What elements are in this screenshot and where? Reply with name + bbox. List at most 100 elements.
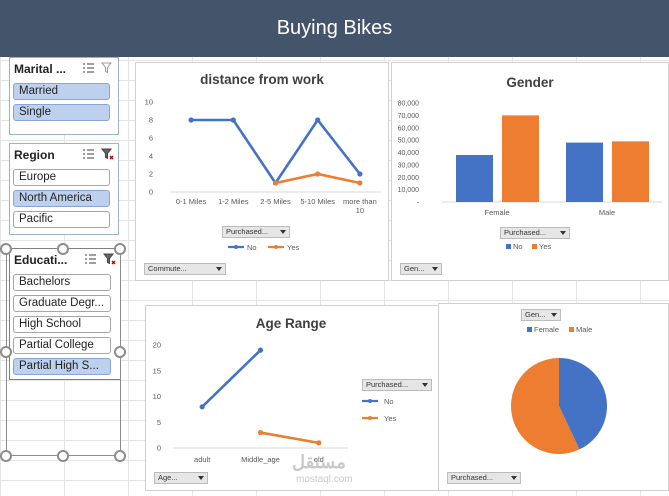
slicer-title: Educati... (14, 253, 68, 267)
slicer-header: Region (10, 144, 118, 166)
y-tick-label: 5 (157, 418, 161, 427)
resize-handle[interactable] (57, 450, 69, 462)
slicer-item-list: Bachelors Graduate Degr... High School Part… (10, 274, 120, 375)
x-tick-label: Middle_age (241, 455, 280, 464)
commute-field-button[interactable]: Commute... (144, 263, 226, 275)
selection-frame (6, 248, 121, 456)
x-tick-label: 0-1 Miles (176, 197, 207, 206)
slicer-header: Marital ... (10, 58, 118, 80)
multi-select-icon[interactable] (82, 148, 95, 160)
y-tick-label: 15 (153, 366, 161, 375)
clear-filter-icon[interactable] (101, 62, 114, 74)
slicer-item-region[interactable]: North America (13, 190, 110, 207)
data-point (230, 117, 236, 123)
purchased-filter-button[interactable]: Purchased... (500, 227, 570, 239)
purchased-filter-button[interactable]: Purchased... (362, 379, 432, 391)
bar-yes (502, 115, 539, 202)
x-tick-label: 5-10 Miles (300, 197, 335, 206)
data-point (315, 117, 321, 123)
y-tick-label: 6 (149, 134, 153, 143)
legend-label: Yes (539, 242, 551, 251)
legend-swatch (527, 327, 532, 332)
legend-marker (368, 399, 372, 403)
slicer-header: Educati... (10, 249, 120, 271)
multi-select-icon[interactable] (84, 253, 97, 265)
slicer-item-education[interactable]: Partial High S... (13, 358, 111, 375)
x-tick-label: more than (343, 197, 377, 206)
series-line-no (201, 349, 262, 408)
purchased-filter-button[interactable]: Purchased... (222, 226, 290, 238)
data-point (188, 117, 194, 123)
y-tick-label: 4 (149, 152, 153, 161)
slicer-title: Marital ... (14, 62, 67, 76)
multi-select-icon[interactable] (82, 62, 95, 74)
data-point (272, 180, 279, 186)
slicer-item-list: Europe North America Pacific (10, 169, 118, 228)
chart-plot-area: - 10,000 20,000 30,000 40,000 50,000 60,000 70,… (398, 101, 662, 251)
slicer-item-education[interactable]: Graduate Degr... (13, 295, 111, 312)
legend-marker (368, 416, 372, 420)
legend-marker (274, 245, 278, 249)
clear-filter-icon[interactable] (101, 148, 114, 160)
gender-field-button[interactable]: Gen... (521, 309, 561, 321)
slicer-item-marital[interactable]: Single (13, 104, 110, 121)
legend-label: No (513, 242, 523, 251)
data-point (257, 347, 264, 353)
slicer-item-marital[interactable]: Married (13, 83, 110, 100)
resize-handle[interactable] (0, 243, 12, 255)
chart-age-range[interactable]: Age Range 0 5 10 15 20 adult Middle_age old No Ye… (145, 305, 439, 491)
series-line-no (191, 117, 361, 186)
chart-distance-from-work[interactable]: distance from work 0 2 4 6 8 10 0-1 Miles 1-2 M… (135, 62, 389, 281)
data-point (199, 404, 205, 410)
clear-filter-icon[interactable] (103, 253, 116, 265)
y-tick-label: 10 (145, 98, 153, 107)
chart-title: Age Range (255, 316, 327, 331)
pie-slice-female (559, 358, 607, 450)
purchased-field-button[interactable]: Purchased... (447, 472, 521, 484)
bar-no (566, 142, 603, 202)
y-tick-label: 10 (153, 392, 161, 401)
y-tick-label: 40,000 (398, 150, 420, 157)
data-point (257, 429, 264, 436)
y-tick-label: - (417, 200, 420, 207)
legend-swatch (532, 244, 537, 249)
chart-gender[interactable]: Gender - 10,000 20,000 30,000 40,000 50,000 60… (391, 62, 669, 281)
chart-plot-area: 0 2 4 6 8 10 0-1 Miles 1-2 Miles 2-5 Miles 5-10 M… (145, 98, 381, 252)
chart-gender-pie[interactable]: Female Male Gen... Purchased... (438, 303, 669, 491)
data-point (357, 171, 363, 177)
legend-label: Yes (384, 414, 396, 423)
resize-handle[interactable] (114, 346, 126, 358)
y-tick-label: 0 (149, 188, 153, 197)
resize-handle[interactable] (0, 346, 12, 358)
y-tick-label: 80,000 (398, 101, 420, 108)
legend-label: Female (534, 325, 559, 334)
data-point (357, 180, 363, 186)
slicer-item-region[interactable]: Pacific (13, 211, 110, 228)
resize-handle[interactable] (114, 450, 126, 462)
legend-label: No (384, 397, 394, 406)
legend-label: No (247, 243, 257, 252)
watermark-logo: مستقل (292, 452, 346, 472)
slicer-region[interactable]: Region Europe North America Pacific (9, 143, 119, 235)
slicer-item-list: Married Single (10, 83, 118, 121)
y-tick-label: 0 (157, 444, 161, 453)
slicer-item-education[interactable]: Partial College (13, 337, 111, 354)
slicer-item-education[interactable]: High School (13, 316, 111, 333)
chart-title: Gender (506, 75, 554, 90)
resize-handle[interactable] (57, 243, 69, 255)
age-field-button[interactable]: Age... (154, 472, 208, 484)
chart-plot-area: Female Male (511, 325, 607, 454)
x-tick-label: adult (194, 455, 211, 464)
slicer-item-region[interactable]: Europe (13, 169, 110, 186)
banner-title: Buying Bikes (276, 17, 393, 39)
slicer-marital-status[interactable]: Marital ... Married Single (9, 57, 119, 135)
gender-field-button[interactable]: Gen... (400, 263, 442, 275)
x-tick-label: Female (484, 208, 509, 217)
resize-handle[interactable] (0, 450, 12, 462)
resize-handle[interactable] (114, 243, 126, 255)
legend-swatch (569, 327, 574, 332)
slicer-item-education[interactable]: Bachelors (13, 274, 111, 291)
slicer-education[interactable]: Educati... Bachelors Graduate Degr... High… (9, 248, 121, 380)
y-tick-label: 2 (149, 170, 153, 179)
x-tick-label: 1-2 Miles (218, 197, 249, 206)
